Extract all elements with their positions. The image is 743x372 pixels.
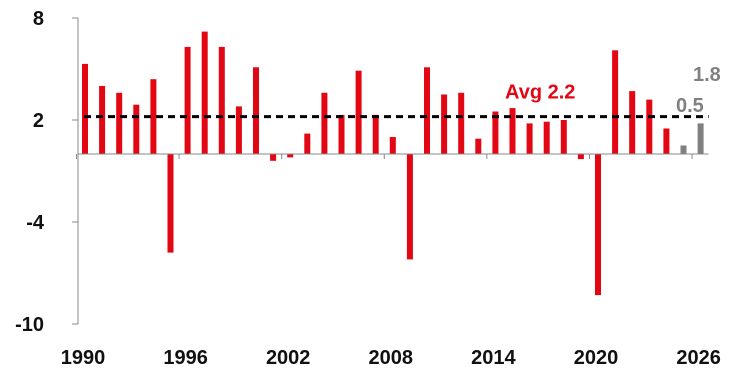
x-tick-label: 2026 bbox=[676, 347, 721, 369]
bar-2013 bbox=[475, 138, 482, 154]
bar-2015 bbox=[509, 108, 516, 154]
y-tick-label: -10 bbox=[15, 314, 44, 336]
bar-2009 bbox=[406, 154, 413, 260]
bar-1992 bbox=[116, 92, 123, 154]
forecast-2025-label: 0.5 bbox=[676, 95, 704, 117]
bar-2012 bbox=[458, 92, 465, 154]
bar-2008 bbox=[389, 137, 396, 154]
bar-2002 bbox=[287, 154, 294, 158]
x-tick-label: 2008 bbox=[369, 347, 414, 369]
bar-1997 bbox=[201, 31, 208, 155]
bar-2000 bbox=[253, 67, 259, 154]
y-tick-labels: 8 2 -4 -10 bbox=[15, 8, 78, 336]
bar-1998 bbox=[218, 46, 225, 154]
bar-2003 bbox=[304, 133, 311, 154]
bar-2021 bbox=[612, 50, 619, 154]
bars-group bbox=[82, 31, 704, 296]
bar-2016 bbox=[526, 123, 533, 154]
bar-2023 bbox=[646, 99, 653, 154]
y-tick-label: 8 bbox=[33, 8, 44, 30]
x-tick-labels: 1990 1996 2002 2008 2014 2020 2026 bbox=[61, 154, 721, 369]
bar-1993 bbox=[133, 104, 140, 154]
average-label: Avg 2.2 bbox=[505, 82, 575, 104]
x-tick-label: 2002 bbox=[266, 347, 311, 369]
bar-2022 bbox=[629, 91, 636, 154]
bar-2001 bbox=[270, 154, 277, 161]
bar-2020 bbox=[595, 154, 601, 296]
bar-2026 bbox=[697, 123, 704, 154]
bar-1999 bbox=[235, 106, 242, 154]
bar-2004 bbox=[321, 92, 328, 154]
bar-2025 bbox=[680, 145, 687, 154]
bar-2014 bbox=[492, 111, 499, 154]
bar-2006 bbox=[355, 70, 362, 154]
bar-2005 bbox=[338, 114, 345, 154]
x-tick-label: 2014 bbox=[471, 347, 516, 369]
bar-1991 bbox=[99, 86, 106, 154]
bar-2024 bbox=[663, 128, 670, 154]
bar-1994 bbox=[150, 79, 157, 154]
bar-1990 bbox=[82, 63, 88, 154]
y-tick-label: 2 bbox=[33, 110, 44, 132]
x-tick-label: 1996 bbox=[163, 347, 208, 369]
bar-2011 bbox=[441, 94, 448, 154]
bar-1995 bbox=[167, 154, 174, 253]
x-tick-label: 2020 bbox=[574, 347, 619, 369]
forecast-2026-label: 1.8 bbox=[693, 64, 721, 86]
bar-2017 bbox=[543, 121, 550, 154]
y-tick-label: -4 bbox=[26, 212, 45, 234]
bar-2019 bbox=[577, 154, 584, 160]
x-tick-label: 1990 bbox=[61, 347, 106, 369]
bar-1996 bbox=[184, 46, 191, 154]
bar-2010 bbox=[424, 67, 430, 154]
bar-2018 bbox=[560, 120, 567, 154]
bar-2007 bbox=[372, 114, 379, 154]
